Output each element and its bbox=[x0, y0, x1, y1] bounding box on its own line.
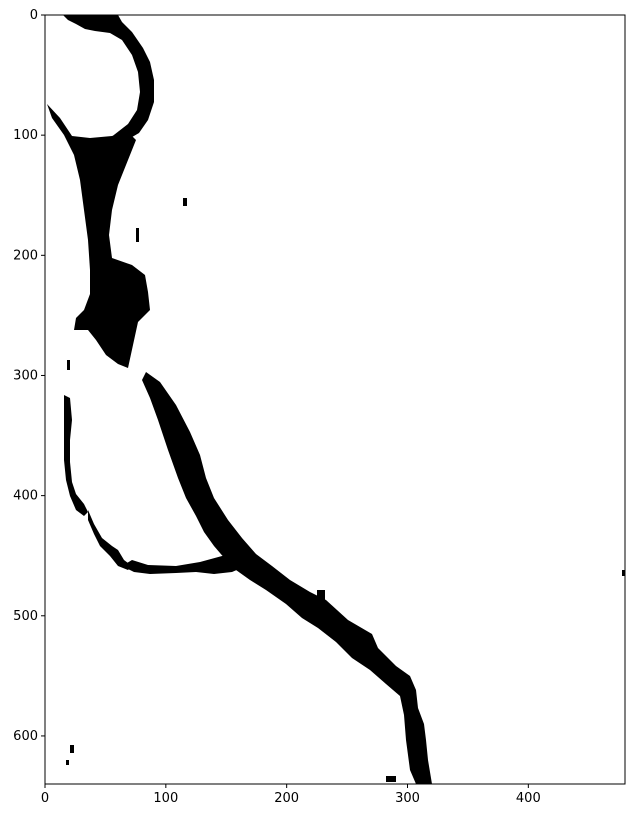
x-tick-label: 300 bbox=[395, 791, 420, 806]
x-tick-label: 100 bbox=[153, 791, 178, 806]
y-tick-label: 500 bbox=[13, 609, 38, 624]
y-axis: 0 100 200 300 400 500 600 bbox=[13, 8, 45, 744]
mask-diagonal-body bbox=[142, 372, 432, 784]
mask-left-branch bbox=[64, 395, 88, 516]
x-tick-label: 0 bbox=[41, 791, 49, 806]
y-tick-label: 200 bbox=[13, 248, 38, 263]
mask-left-branch-lower bbox=[88, 510, 132, 570]
y-tick-label: 600 bbox=[13, 729, 38, 744]
x-axis: 0 100 200 300 400 bbox=[41, 784, 541, 806]
mask-shapes bbox=[47, 15, 625, 784]
mask-speck bbox=[70, 745, 74, 753]
x-tick-label: 400 bbox=[516, 791, 541, 806]
x-tick-label: 200 bbox=[274, 791, 299, 806]
y-tick-label: 100 bbox=[13, 128, 38, 143]
y-tick-label: 0 bbox=[30, 8, 38, 23]
y-tick-label: 400 bbox=[13, 489, 38, 504]
axes-frame bbox=[44, 14, 626, 785]
mask-speck bbox=[183, 198, 187, 206]
mask-speck bbox=[67, 360, 70, 370]
mask-branch-join bbox=[122, 556, 246, 574]
mask-speck bbox=[143, 286, 145, 302]
mask-main-trunk bbox=[47, 104, 150, 368]
mask-speck bbox=[386, 776, 396, 782]
plot-area bbox=[45, 15, 625, 784]
mask-speck bbox=[317, 590, 325, 600]
mask-speck bbox=[136, 228, 139, 242]
y-tick-label: 300 bbox=[13, 368, 38, 383]
mask-loop-top bbox=[63, 15, 154, 142]
mask-speck bbox=[66, 760, 69, 765]
mask-speck bbox=[622, 570, 625, 576]
